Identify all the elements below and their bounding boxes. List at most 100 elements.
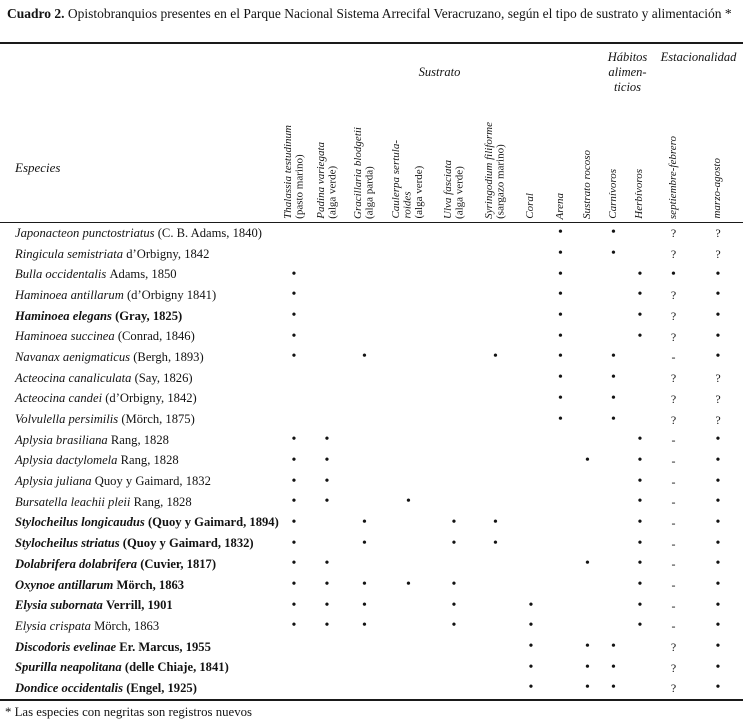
cell-marzo-agosto: • [715,473,721,489]
column-header-subtext: (alga verde) [413,166,426,219]
table-row: Elysia crispata Mörch, 1863 • • • • • • - • [0,616,743,637]
table-row: Navanax aenigmaticus (Bergh, 1893) • • • • • -… [0,347,743,368]
cell-padina-variegata: • [324,473,330,489]
species-scientific-name: Elysia crispata [15,618,95,633]
cell-coral: • [528,659,534,675]
species-authority: (Gray, 1825) [115,308,183,323]
species-scientific-name: Bulla occidentalis [15,267,110,282]
cell-sustrato-rocoso: • [585,556,590,572]
cell-septiembre-febrero: ? [670,660,677,675]
column-header-herbivoros: Herbívoros [633,169,646,219]
species-authority: (Say, 1826) [134,370,193,385]
cell-marzo-agosto: • [715,452,721,468]
cell-septiembre-febrero: - [671,515,676,530]
cell-marzo-agosto: • [715,328,721,344]
cell-ulva-fasciata: • [451,618,457,634]
cell-padina-variegata: • [324,597,330,613]
cell-syringodium-filiforme: • [493,349,498,365]
species-scientific-name: Aplysia juliana [15,474,95,489]
cell-marzo-agosto: • [715,597,721,613]
column-header-subtext: (alga verde) [453,166,465,219]
cell-thalassia-testudinum: • [291,287,297,303]
species-name: Bulla occidentalis Adams, 1850 [0,267,278,282]
cell-padina-variegata: • [324,618,330,634]
cell-arena: • [558,246,563,262]
species-scientific-name: Navanax aenigmaticus [15,349,134,364]
column-header-coral: Coral [524,193,537,219]
cell-marzo-agosto: • [715,639,721,655]
column-header-text: Coral [524,193,537,219]
table-row: Stylocheilus striatus (Quoy y Gaimard, 1… [0,533,743,554]
cell-padina-variegata: • [324,556,330,572]
cell-marzo-agosto: • [715,577,721,593]
cell-carnivoros: • [611,246,616,262]
cell-gracillaria-blodgetii: • [362,597,367,613]
species-scientific-name: Haminoea antillarum [15,287,127,302]
species-name: Dondice occidentalis (Engel, 1925) [0,681,278,696]
cell-caulerpa-sertularoides: • [406,494,411,510]
cell-septiembre-febrero: ? [670,226,677,241]
cell-carnivoros: • [611,659,616,675]
table-title: Cuadro 2. Opistobranquios presentes en e… [0,0,743,42]
table-row: Haminoea elegans (Gray, 1825) • • •? • [0,306,743,327]
cell-sustrato-rocoso: • [585,452,590,468]
table-row: Acteocina candei (d’Orbigny, 1842) • •?? [0,389,743,410]
species-name: Discodoris evelinae Er. Marcus, 1955 [0,640,278,655]
species-authority: Quoy y Gaimard, 1832 [94,474,211,489]
column-header-padina-variegata: Padina variegata (alga verde) [315,142,339,219]
column-header-text: Carnívoros [606,169,619,219]
cell-septiembre-febrero: ? [670,412,677,427]
species-name: Elysia subornata Verrill, 1901 [0,598,278,613]
cell-marzo-agosto: • [715,618,721,634]
species-scientific-name: Stylocheilus longicaudus [15,515,148,530]
table-row: Japonacteon punctostriatus (C. B. Adams,… [0,223,743,244]
species-scientific-name: Elysia subornata [15,598,106,613]
cell-carnivoros: • [611,390,616,406]
species-scientific-name: Haminoea elegans [15,308,116,323]
cell-herbivoros: • [637,266,643,282]
cell-carnivoros: • [611,225,616,241]
cell-septiembre-febrero: ? [670,681,677,696]
cell-thalassia-testudinum: • [291,432,297,448]
species-name: Acteocina candei (d’Orbigny, 1842) [0,391,278,406]
data-table: Especies Sustrato Hábitos alimen- ticios E… [0,42,743,701]
column-header-subtext: (alga verde) [326,166,338,219]
cell-herbivoros: • [637,535,643,551]
species-scientific-name: Bursatella leachii pleii [15,494,134,509]
cell-herbivoros: • [637,556,643,572]
cell-marzo-agosto: • [715,308,721,324]
species-scientific-name: Ringicula semistriata [15,246,127,261]
cell-thalassia-testudinum: • [291,535,297,551]
cell-septiembre-febrero: ? [670,309,677,324]
cell-caulerpa-sertularoides: • [406,577,411,593]
cell-marzo-agosto: • [715,659,721,675]
cell-gracillaria-blodgetii: • [362,514,367,530]
species-authority: (Mörch, 1875) [121,412,195,427]
species-scientific-name: Discodoris evelinae [15,639,120,654]
column-header-subtext: (sargazo marino) [494,144,507,219]
cell-septiembre-febrero: - [671,578,676,593]
cell-herbivoros: • [637,452,643,468]
table-row: Acteocina canaliculata (Say, 1826) • •?? [0,368,743,389]
species-name: Acteocina canaliculata (Say, 1826) [0,371,278,386]
table-number: Cuadro 2. [7,6,65,21]
species-authority: Rang, 1828 [133,494,192,509]
cell-marzo-agosto: ? [715,412,721,427]
column-header-carnivoros: Carnívoros [606,169,620,219]
cell-marzo-agosto: • [715,535,721,551]
cell-sustrato-rocoso: • [585,639,590,655]
species-name: Ringicula semistriata d’Orbigny, 1842 [0,247,278,262]
cell-herbivoros: • [637,287,643,303]
cell-herbivoros: • [637,432,643,448]
cell-arena: • [558,328,563,344]
cell-coral: • [528,680,534,696]
cell-gracillaria-blodgetii: • [362,618,367,634]
cell-marzo-agosto: • [715,556,721,572]
table-row: Dolabrifera dolabrifera (Cuvier, 1817) • •… [0,554,743,575]
cell-marzo-agosto: • [715,349,721,365]
species-scientific-name: Acteocina candei [15,391,106,406]
cell-carnivoros: • [611,349,616,365]
species-authority: Adams, 1850 [109,267,177,282]
cell-carnivoros: • [611,370,616,386]
cell-marzo-agosto: • [715,266,721,282]
